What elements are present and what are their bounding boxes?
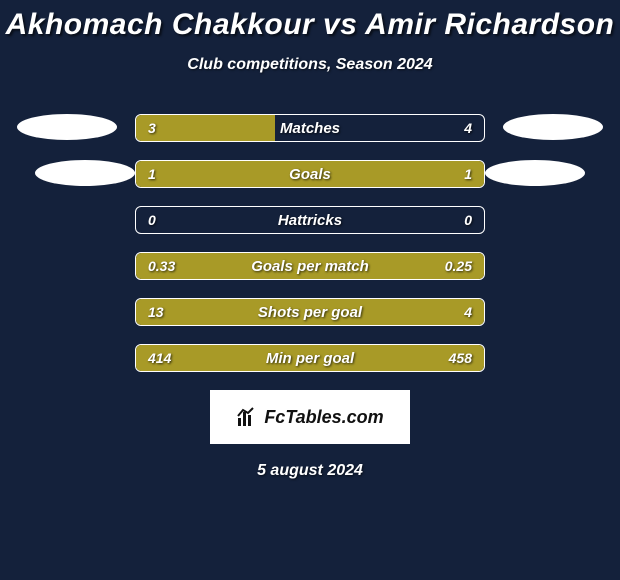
chart-icon — [236, 406, 258, 428]
date-text: 5 august 2024 — [0, 462, 620, 480]
comparison-card: Akhomach Chakkour vs Amir Richardson Clu… — [0, 0, 620, 480]
decor-ellipse — [35, 160, 135, 186]
stat-label: Goals per match — [136, 253, 484, 279]
subtitle: Club competitions, Season 2024 — [0, 56, 620, 74]
stat-row: 34Matches — [135, 114, 485, 142]
stat-label: Hattricks — [136, 207, 484, 233]
player1-name: Akhomach Chakkour — [6, 8, 315, 41]
right-decor-col — [503, 114, 603, 372]
stat-row: 00Hattricks — [135, 206, 485, 234]
vs-text: vs — [323, 8, 357, 41]
stat-label: Min per goal — [136, 345, 484, 371]
stat-row: 134Shots per goal — [135, 298, 485, 326]
logo-box: FcTables.com — [210, 390, 410, 444]
decor-ellipse — [485, 160, 585, 186]
stat-label: Matches — [136, 115, 484, 141]
left-decor-col — [17, 114, 117, 372]
page-title: Akhomach Chakkour vs Amir Richardson — [0, 8, 620, 42]
stat-row: 11Goals — [135, 160, 485, 188]
stat-bars: 34Matches 11Goals 00Hattricks 0.330.25Goals… — [135, 114, 485, 372]
stat-row: 0.330.25Goals per match — [135, 252, 485, 280]
decor-ellipse — [503, 114, 603, 140]
logo-text: FcTables.com — [264, 407, 383, 428]
stat-row: 414458Min per goal — [135, 344, 485, 372]
stat-label: Shots per goal — [136, 299, 484, 325]
decor-ellipse — [17, 114, 117, 140]
stats-area: 34Matches 11Goals 00Hattricks 0.330.25Goals… — [0, 114, 620, 372]
player2-name: Amir Richardson — [365, 8, 614, 41]
stat-label: Goals — [136, 161, 484, 187]
